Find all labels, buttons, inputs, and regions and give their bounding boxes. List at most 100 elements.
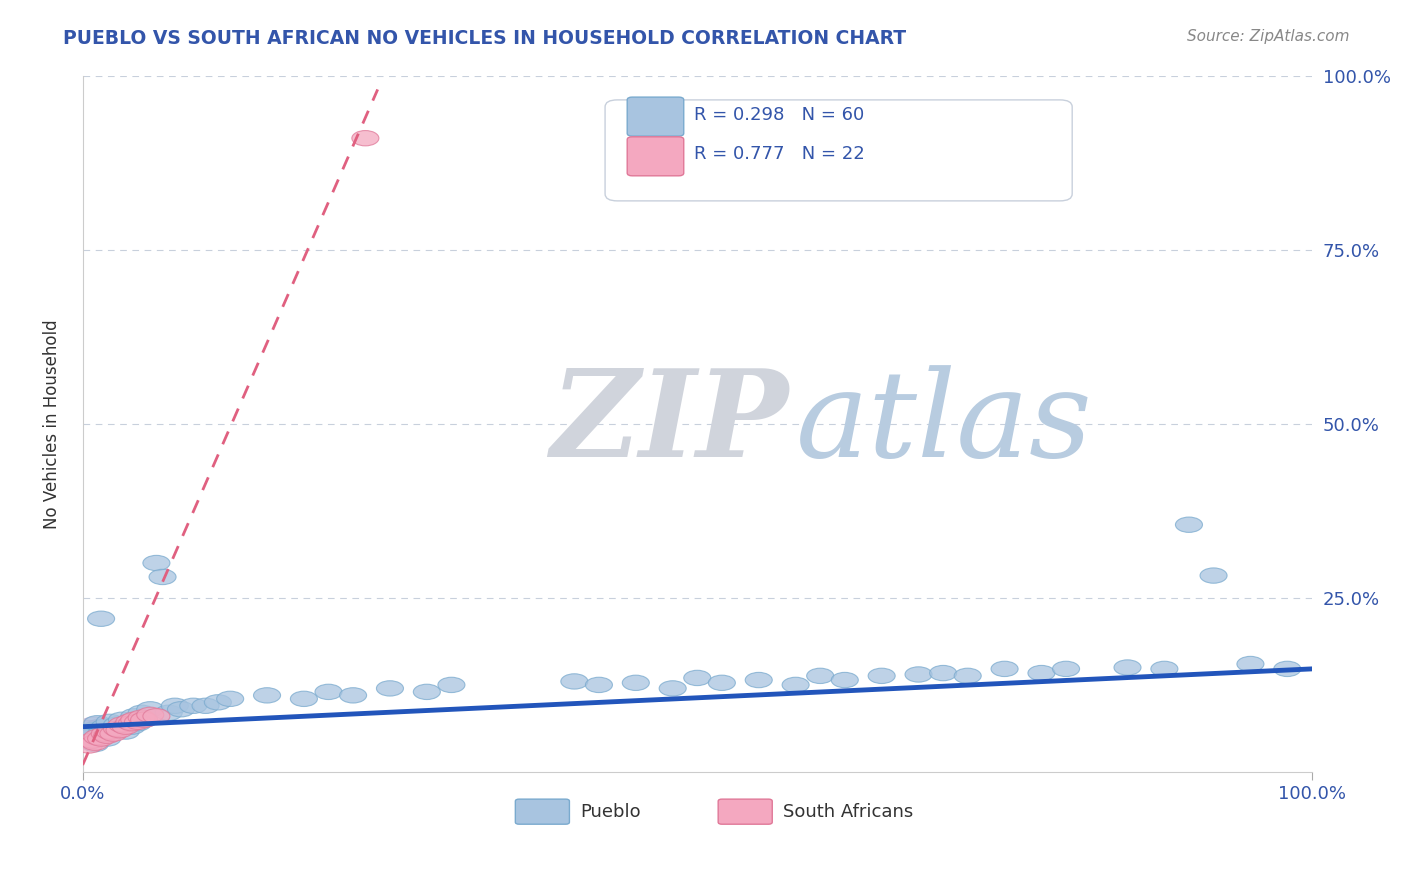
Ellipse shape: [136, 702, 163, 717]
Text: atlas: atlas: [796, 365, 1092, 483]
Ellipse shape: [87, 731, 115, 747]
Ellipse shape: [204, 695, 232, 710]
Text: R = 0.777   N = 22: R = 0.777 N = 22: [693, 145, 865, 163]
Ellipse shape: [79, 733, 105, 748]
Ellipse shape: [87, 726, 115, 741]
FancyBboxPatch shape: [718, 799, 772, 824]
Ellipse shape: [91, 726, 118, 741]
Ellipse shape: [112, 719, 139, 734]
Ellipse shape: [253, 688, 281, 703]
Ellipse shape: [121, 708, 148, 724]
Ellipse shape: [352, 130, 378, 146]
Ellipse shape: [84, 715, 111, 731]
Ellipse shape: [1114, 660, 1142, 675]
Ellipse shape: [87, 611, 115, 626]
Ellipse shape: [162, 698, 188, 714]
FancyBboxPatch shape: [627, 136, 683, 176]
Ellipse shape: [561, 673, 588, 690]
Ellipse shape: [782, 677, 808, 692]
Ellipse shape: [683, 670, 711, 686]
Ellipse shape: [1201, 568, 1227, 583]
Ellipse shape: [291, 691, 318, 706]
Ellipse shape: [76, 738, 103, 753]
Ellipse shape: [955, 668, 981, 683]
Ellipse shape: [118, 719, 145, 734]
Ellipse shape: [76, 730, 103, 745]
Ellipse shape: [82, 735, 108, 750]
Ellipse shape: [413, 684, 440, 699]
Ellipse shape: [72, 721, 105, 740]
FancyBboxPatch shape: [516, 799, 569, 824]
Ellipse shape: [929, 665, 956, 681]
Ellipse shape: [180, 698, 207, 714]
Ellipse shape: [143, 708, 170, 724]
Text: Pueblo: Pueblo: [581, 803, 641, 821]
Ellipse shape: [125, 715, 152, 731]
Ellipse shape: [108, 717, 135, 732]
Text: R = 0.298   N = 60: R = 0.298 N = 60: [693, 106, 863, 124]
Ellipse shape: [807, 668, 834, 683]
Ellipse shape: [1152, 661, 1178, 676]
Ellipse shape: [1274, 661, 1301, 676]
Ellipse shape: [991, 661, 1018, 676]
Text: PUEBLO VS SOUTH AFRICAN NO VEHICLES IN HOUSEHOLD CORRELATION CHART: PUEBLO VS SOUTH AFRICAN NO VEHICLES IN H…: [63, 29, 907, 47]
Ellipse shape: [831, 673, 858, 688]
Ellipse shape: [94, 728, 121, 743]
Ellipse shape: [91, 719, 118, 734]
Ellipse shape: [155, 705, 183, 721]
Text: ZIP: ZIP: [550, 365, 787, 483]
Ellipse shape: [131, 712, 157, 727]
Ellipse shape: [745, 673, 772, 688]
Ellipse shape: [193, 698, 219, 714]
Ellipse shape: [125, 714, 152, 730]
Ellipse shape: [80, 722, 115, 741]
Ellipse shape: [437, 677, 465, 692]
Ellipse shape: [87, 722, 122, 741]
Ellipse shape: [167, 702, 194, 717]
Ellipse shape: [905, 667, 932, 682]
Ellipse shape: [96, 714, 124, 730]
Ellipse shape: [136, 707, 163, 723]
Ellipse shape: [100, 726, 127, 741]
Ellipse shape: [868, 668, 896, 683]
Ellipse shape: [659, 681, 686, 696]
Ellipse shape: [84, 730, 111, 745]
Ellipse shape: [128, 705, 155, 721]
Ellipse shape: [315, 684, 342, 699]
Ellipse shape: [121, 712, 148, 727]
Ellipse shape: [104, 721, 131, 737]
Ellipse shape: [84, 719, 118, 739]
Ellipse shape: [82, 737, 108, 752]
Text: Source: ZipAtlas.com: Source: ZipAtlas.com: [1187, 29, 1350, 44]
Ellipse shape: [100, 724, 127, 739]
Ellipse shape: [585, 677, 613, 692]
Ellipse shape: [79, 723, 105, 738]
FancyBboxPatch shape: [627, 97, 683, 136]
Ellipse shape: [1237, 657, 1264, 672]
Ellipse shape: [377, 681, 404, 696]
Ellipse shape: [709, 675, 735, 690]
Ellipse shape: [105, 723, 134, 738]
Ellipse shape: [1053, 661, 1080, 676]
Ellipse shape: [115, 714, 143, 730]
Ellipse shape: [105, 721, 134, 737]
Ellipse shape: [1028, 665, 1054, 681]
Ellipse shape: [131, 712, 157, 727]
Ellipse shape: [143, 556, 170, 571]
Ellipse shape: [217, 691, 243, 706]
Ellipse shape: [94, 731, 121, 747]
Y-axis label: No Vehicles in Household: No Vehicles in Household: [44, 319, 60, 529]
Ellipse shape: [149, 569, 176, 584]
Ellipse shape: [108, 712, 135, 727]
Ellipse shape: [76, 724, 110, 743]
Ellipse shape: [128, 710, 155, 725]
Ellipse shape: [115, 714, 143, 730]
Ellipse shape: [112, 724, 139, 739]
Text: South Africans: South Africans: [783, 803, 914, 821]
Ellipse shape: [104, 717, 131, 732]
Ellipse shape: [96, 724, 124, 739]
Ellipse shape: [118, 715, 145, 731]
Ellipse shape: [77, 717, 112, 737]
Ellipse shape: [340, 688, 367, 703]
Ellipse shape: [623, 675, 650, 690]
